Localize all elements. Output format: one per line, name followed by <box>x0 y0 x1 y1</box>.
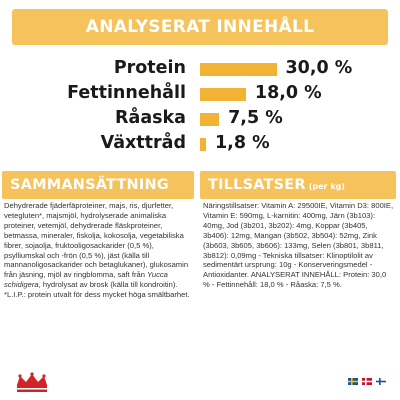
row-value-ash: 7,5 % <box>228 108 283 128</box>
flag-icon <box>362 378 372 385</box>
composition-text-part1: Dehydrerade fjäderfäproteiner, majs, ris… <box>4 201 189 280</box>
flag-icon <box>348 378 358 385</box>
royal-canin-logo <box>17 372 47 392</box>
row-label-protein: Protein <box>113 58 186 78</box>
composition-text: Dehydrerade fjäderfäproteiner, majs, ris… <box>4 201 192 300</box>
analysis-header: ANALYSERAT INNEHÅLL <box>12 9 388 45</box>
row-bar-protein <box>200 63 277 76</box>
composition-header: SAMMANSÄTTNING <box>2 171 194 199</box>
additives-title: TILLSATSER <box>208 177 306 193</box>
row-bar-fat <box>200 88 246 101</box>
additives-header: TILLSATSER (per kg) <box>200 171 396 199</box>
composition-title: SAMMANSÄTTNING <box>10 177 169 193</box>
analysis-section: ANALYSERAT INNEHÅLL Protein 30,0 % Fetti… <box>0 0 400 170</box>
row-value-protein: 30,0 % <box>285 58 353 78</box>
composition-text-part2: , hydrolysat av brosk (källa till kondro… <box>4 280 190 300</box>
row-bar-fiber <box>200 138 206 151</box>
additives-subtitle: (per kg) <box>308 182 345 191</box>
row-label-fat: Fettinnehåll <box>67 83 186 103</box>
flag-icon <box>376 378 386 385</box>
analysis-title: ANALYSERAT INNEHÅLL <box>85 17 315 37</box>
composition-text-italic: Yucca schidigera <box>4 270 168 290</box>
row-value-fat: 18,0 % <box>254 83 322 103</box>
row-value-fiber: 1,8 % <box>215 133 270 153</box>
row-label-ash: Råaska <box>115 108 186 128</box>
row-label-fiber: Växttråd <box>100 133 186 153</box>
additives-text: Näringstillsatser: Vitamin A: 29500IE, V… <box>203 201 394 290</box>
row-bar-ash <box>200 113 220 126</box>
